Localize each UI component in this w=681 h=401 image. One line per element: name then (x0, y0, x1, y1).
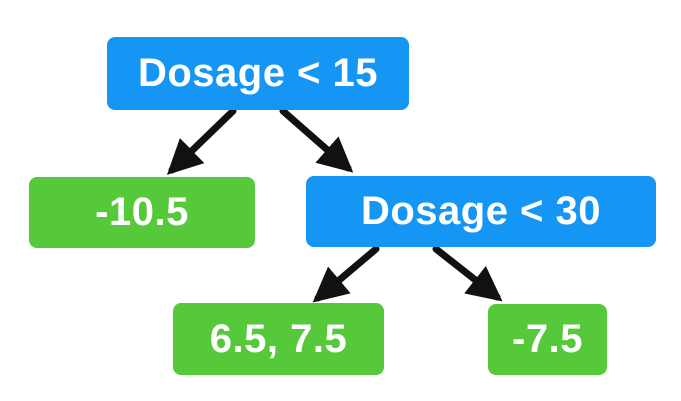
left-leaf-node: -10.5 (29, 177, 255, 248)
edge-root-to-right-split (279, 107, 354, 173)
root-decision-label: Dosage < 15 (137, 51, 379, 95)
right-decision-node: Dosage < 30 (306, 176, 656, 247)
left-leaf-label: -10.5 (95, 190, 189, 234)
right-decision-label: Dosage < 30 (360, 189, 602, 233)
edge-split-to-right-leaf (432, 245, 503, 302)
right-left-leaf-node: 6.5, 7.5 (173, 303, 384, 375)
edge-split-to-mid-leaf (312, 245, 380, 303)
edge-root-to-left-leaf (166, 107, 237, 175)
right-right-leaf-label: -7.5 (512, 317, 583, 361)
right-right-leaf-node: -7.5 (488, 304, 607, 375)
right-left-leaf-label: 6.5, 7.5 (209, 316, 348, 361)
root-decision-node: Dosage < 15 (107, 37, 409, 110)
